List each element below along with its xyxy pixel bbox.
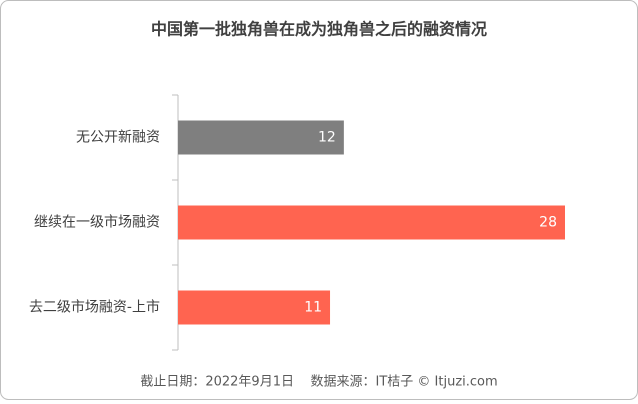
data-label: 28 [539, 215, 557, 231]
chart-title: 中国第一批独角兽在成为独角兽之后的融资情况 [151, 20, 487, 39]
y-tick-label: 去二级市场融资-上市 [29, 299, 160, 316]
bar [178, 120, 344, 155]
y-tick-label: 继续在一级市场融资 [34, 214, 160, 231]
source-note: 截止日期：2022年9月1日 数据来源：IT桔子 © Itjuzi.com [140, 375, 497, 390]
y-tick-label: 无公开新融资 [76, 130, 160, 146]
data-label: 11 [304, 300, 322, 316]
data-label: 12 [318, 130, 336, 146]
bar [178, 290, 331, 325]
bar [178, 205, 565, 240]
